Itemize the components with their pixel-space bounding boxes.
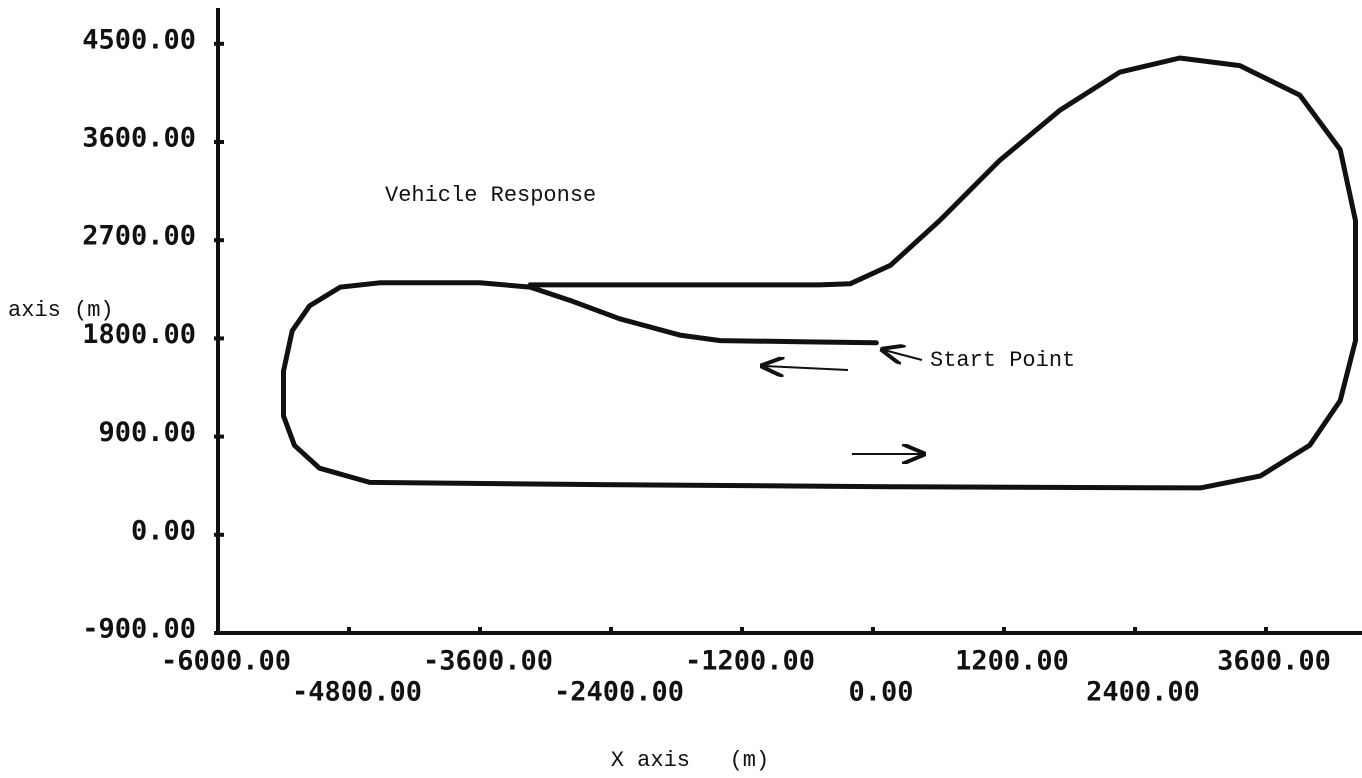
x-axis-label: X axis (m) bbox=[611, 748, 769, 773]
chart-title: Vehicle Response bbox=[385, 183, 596, 208]
x-tick-label: -4800.00 bbox=[292, 677, 422, 708]
annotation: Start Point bbox=[930, 348, 1075, 373]
x-tick-label: 0.00 bbox=[848, 677, 913, 708]
arrow bbox=[764, 366, 849, 370]
x-tick-label: 2400.00 bbox=[1086, 677, 1200, 708]
x-tick-label: -1200.00 bbox=[685, 646, 815, 677]
y-tick-label: 1800.00 bbox=[82, 319, 196, 350]
x-tick-label: 3600.00 bbox=[1217, 646, 1331, 677]
y-tick-label: 0.00 bbox=[131, 515, 196, 546]
y-tick-label: 3600.00 bbox=[82, 123, 196, 154]
y-tick-label: 2700.00 bbox=[82, 221, 196, 252]
y-tick-label: -900.00 bbox=[82, 614, 196, 645]
arrow bbox=[884, 350, 923, 360]
x-tick-label: -2400.00 bbox=[554, 677, 684, 708]
x-tick-label: 1200.00 bbox=[955, 646, 1069, 677]
x-tick-label: -3600.00 bbox=[423, 646, 553, 677]
y-axis-label: axis (m) bbox=[8, 298, 114, 323]
y-tick-label: 900.00 bbox=[98, 417, 196, 448]
trajectory bbox=[281, 55, 1358, 491]
y-tick-label: 4500.00 bbox=[82, 24, 196, 55]
x-tick-label: -6000.00 bbox=[161, 646, 291, 677]
